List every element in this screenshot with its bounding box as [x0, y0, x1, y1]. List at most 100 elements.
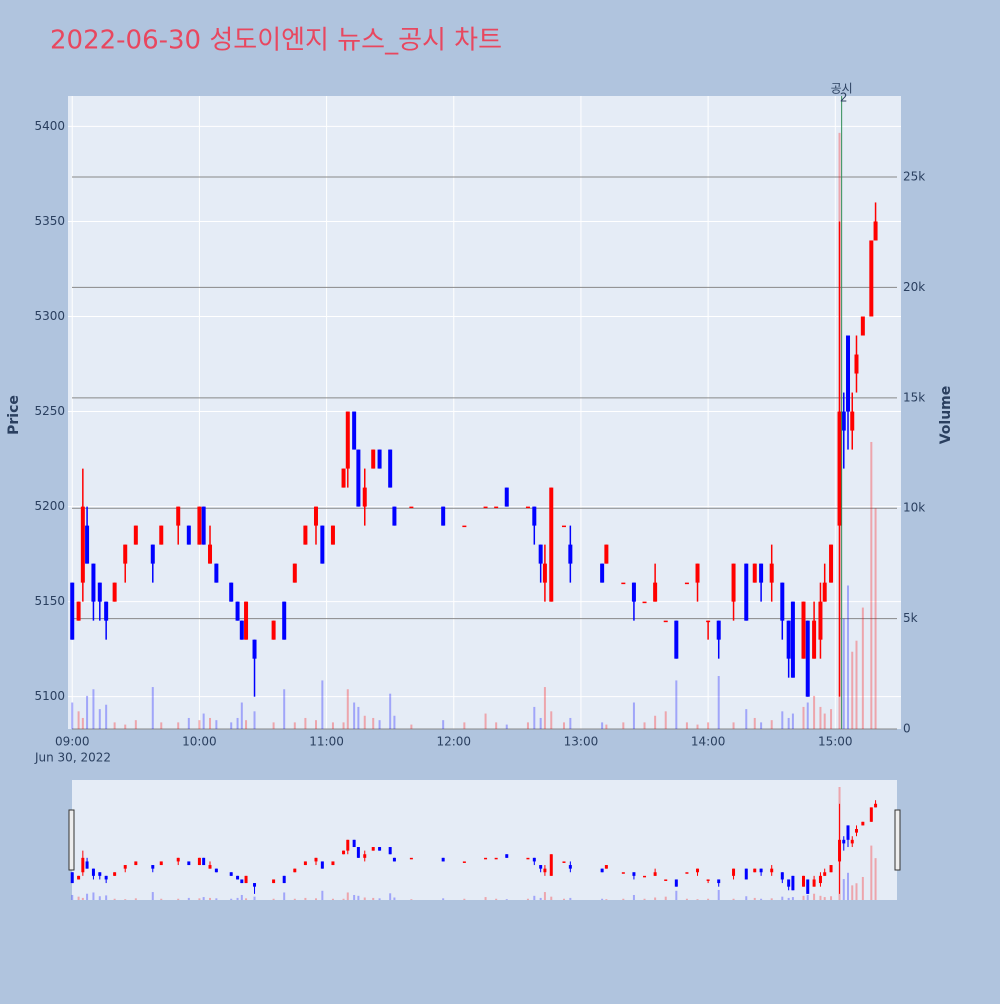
candle-body [494, 506, 499, 509]
candle-body [202, 857, 206, 866]
candle-body [869, 240, 874, 317]
range-handle-left[interactable] [68, 809, 75, 871]
volume-bar [696, 724, 699, 729]
candle-body [239, 620, 244, 640]
volume-bar [819, 706, 822, 729]
volume-bar [253, 896, 256, 900]
candle-body [91, 868, 95, 876]
y2-tick-label: 20k [903, 280, 925, 294]
volume-bar [187, 717, 190, 729]
candle-body [282, 601, 287, 640]
volume-bar [605, 899, 608, 900]
candle-body [787, 879, 791, 887]
volume-bar [245, 720, 248, 729]
candle-body [873, 221, 878, 241]
candle-body [214, 563, 219, 583]
volume-bar [98, 709, 101, 729]
candle-body [801, 601, 806, 659]
volume-bar [321, 890, 324, 900]
candle-body [841, 411, 846, 431]
volume-bar [601, 722, 604, 729]
volume-bar [791, 713, 794, 729]
volume-bar [770, 720, 773, 729]
candle-body [462, 861, 466, 863]
volume-bar [543, 687, 546, 729]
volume-bar [823, 713, 826, 729]
range-slider[interactable] [72, 780, 897, 900]
volume-bar [98, 896, 101, 900]
y2-tick-label: 15k [903, 390, 925, 404]
volume-bar [806, 702, 809, 729]
volume-bar [770, 898, 773, 900]
volume-bar [202, 713, 205, 729]
candle-body [532, 506, 537, 526]
candle-body [674, 879, 678, 887]
candle-body [854, 829, 858, 833]
volume-bar [77, 896, 80, 900]
volume-bar [410, 724, 413, 729]
volume-bar [874, 508, 877, 729]
candle-body [303, 861, 307, 866]
candle-body [356, 449, 361, 507]
candle-body [525, 506, 530, 509]
volume-bar [813, 695, 816, 729]
candle-body [341, 468, 346, 488]
candle-body [113, 872, 117, 876]
candle-body [674, 620, 679, 659]
volume-bar [745, 896, 748, 900]
volume-bar [605, 724, 608, 729]
candle-body [846, 825, 850, 840]
y-tick-label: 5250 [34, 404, 65, 418]
candle-body [409, 506, 414, 509]
candle-body [561, 525, 566, 528]
candle-body [731, 563, 736, 602]
volume-bar [781, 711, 784, 729]
volume-bar [353, 894, 356, 900]
candle-body [770, 868, 774, 873]
volume-bar [654, 715, 657, 729]
volume-bar [86, 893, 89, 900]
candle-body [377, 449, 382, 469]
volume-bar [685, 898, 688, 900]
volume-bar [187, 897, 190, 900]
candle-body [805, 620, 810, 697]
volume-bar [874, 858, 877, 900]
candle-body [837, 411, 842, 526]
candle-body [371, 449, 376, 469]
volume-bar [675, 680, 678, 729]
candle-body [823, 872, 827, 876]
volume-bar [105, 895, 108, 900]
volume-bar [283, 689, 286, 729]
x-tick-label: 10:00 [182, 735, 217, 749]
candle-body [201, 506, 206, 545]
volume-bar [855, 640, 858, 729]
candle-body [356, 847, 360, 858]
y-tick-label: 5150 [34, 594, 65, 608]
candle-body [409, 857, 413, 860]
candle-body [790, 601, 795, 678]
volume-bar [134, 720, 137, 729]
volume-bar [314, 898, 317, 900]
volume-bar [484, 713, 487, 729]
volume-bar [562, 722, 565, 729]
volume-bar [463, 722, 466, 729]
volume-bar [177, 722, 180, 729]
x-tick-label: 14:00 [691, 735, 726, 749]
volume-bar [847, 585, 850, 729]
candle-body [543, 868, 547, 873]
y2-tick-label: 0 [903, 722, 911, 736]
volume-bar [71, 894, 74, 900]
candle-body [80, 506, 85, 583]
y-tick-label: 5400 [34, 119, 65, 133]
x-tick-label: 09:00 [55, 735, 90, 749]
volume-bar [819, 895, 822, 900]
volume-bar [393, 715, 396, 729]
candle-body [462, 525, 467, 528]
volume-bar [806, 894, 809, 900]
volume-bar [342, 898, 345, 900]
range-handle-right[interactable] [894, 809, 901, 871]
y-tick-label: 5300 [34, 309, 65, 323]
candle-body [643, 875, 647, 878]
candle-body [483, 506, 488, 509]
